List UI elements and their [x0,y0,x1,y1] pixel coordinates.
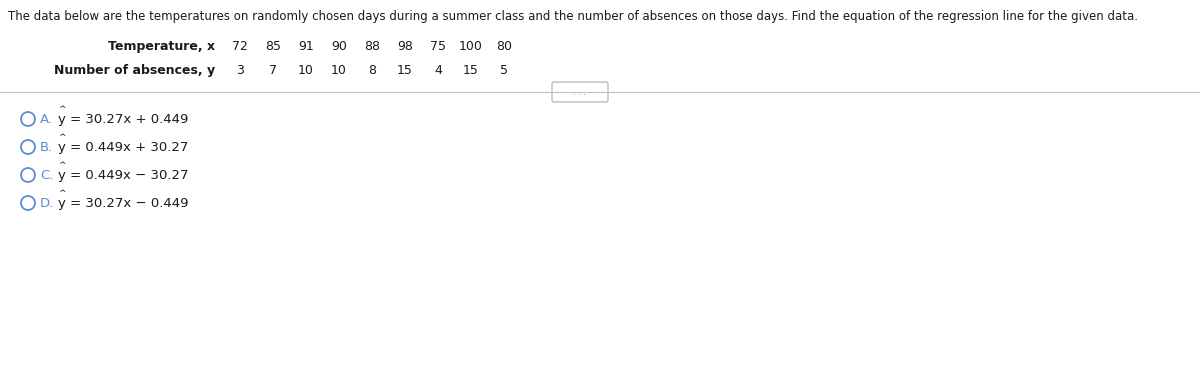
Text: 98: 98 [397,40,413,53]
Text: 91: 91 [298,40,314,53]
Text: 90: 90 [331,40,347,53]
Text: 5: 5 [500,64,508,77]
Text: Number of absences, y: Number of absences, y [54,64,215,77]
Text: 3: 3 [236,64,244,77]
Text: D.: D. [40,196,54,209]
Text: 10: 10 [331,64,347,77]
Text: ^: ^ [58,161,66,170]
FancyBboxPatch shape [552,82,608,102]
Text: B.: B. [40,140,53,154]
Text: C.: C. [40,169,53,181]
Text: 100: 100 [460,40,482,53]
Text: 75: 75 [430,40,446,53]
Text: 72: 72 [232,40,248,53]
Text: 15: 15 [397,64,413,77]
Text: 88: 88 [364,40,380,53]
Text: ^: ^ [58,105,66,114]
Text: 8: 8 [368,64,376,77]
Text: y = 30.27x − 0.449: y = 30.27x − 0.449 [58,196,188,209]
Text: y = 0.449x + 30.27: y = 0.449x + 30.27 [58,140,188,154]
Text: y = 0.449x − 30.27: y = 0.449x − 30.27 [58,169,188,181]
Text: 15: 15 [463,64,479,77]
Text: y = 30.27x + 0.449: y = 30.27x + 0.449 [58,113,188,125]
Text: . . .: . . . [574,87,587,96]
Text: A.: A. [40,113,53,125]
Text: The data below are the temperatures on randomly chosen days during a summer clas: The data below are the temperatures on r… [8,10,1138,23]
Text: ^: ^ [58,133,66,142]
Text: ^: ^ [58,189,66,198]
Text: 80: 80 [496,40,512,53]
Text: 7: 7 [269,64,277,77]
Text: 10: 10 [298,64,314,77]
Text: 4: 4 [434,64,442,77]
Text: Temperature, x: Temperature, x [108,40,215,53]
Text: 85: 85 [265,40,281,53]
